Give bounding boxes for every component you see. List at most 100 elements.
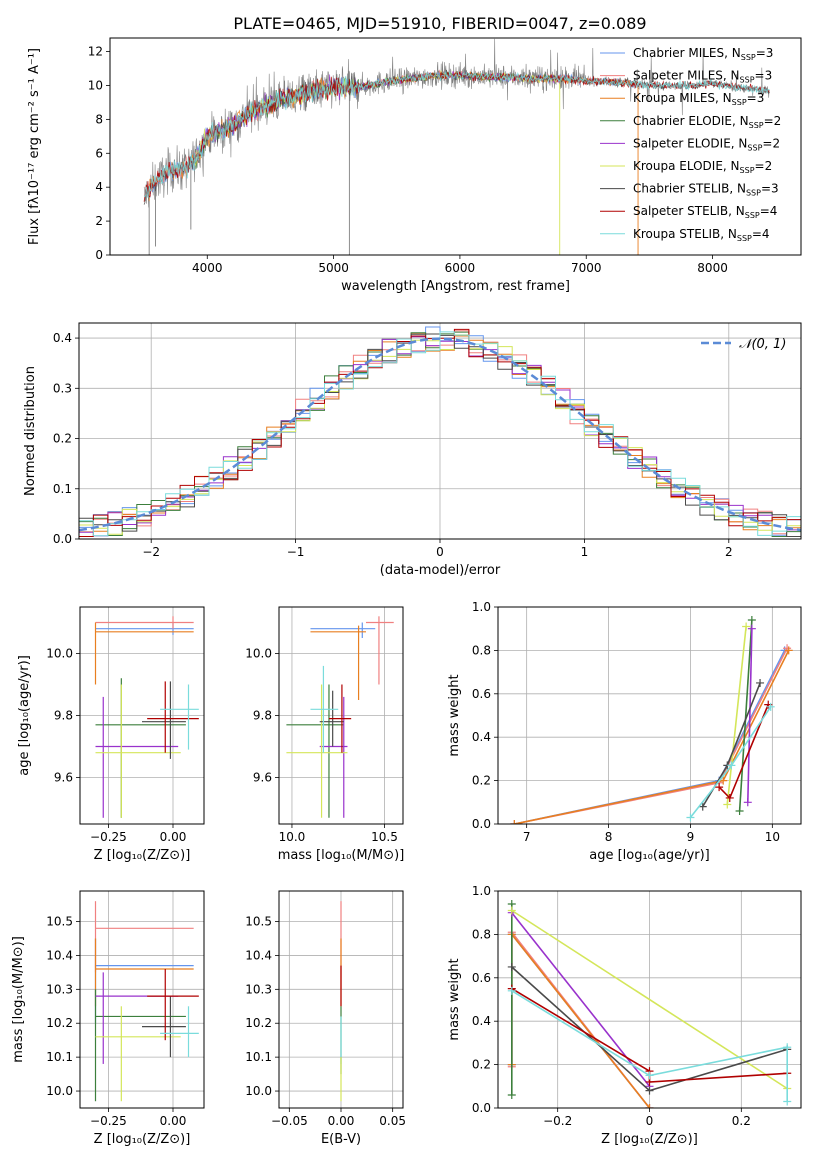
legend-entry-chabrier-stelib: Chabrier STELIB, NSSP=3 [633,182,779,198]
y-tick-label: 10.1 [46,1050,73,1064]
point-salpeter-elodie [747,624,756,633]
y-tick-label: 9.8 [54,709,73,723]
legend-subscript: SSP [737,234,752,243]
x-axis-label: Z [log₁₀(Z/Z⊙)] [94,848,191,863]
point-chabrier-stelib [507,962,516,971]
x-tick-label: 9 [687,830,695,844]
point-kroupa-stelib [783,1043,792,1052]
legend-suffix: =2 [764,114,782,128]
y-tick-label: 9.6 [54,771,73,785]
y-tick-label: 0.6 [472,687,491,701]
legend-suffix: =3 [747,91,765,105]
y-tick-label: 10.4 [245,948,272,962]
point-kroupa-miles [719,776,728,785]
y-tick-label: 0.8 [472,643,491,657]
legend-label: Chabrier ELODIE, N [633,114,749,128]
point-kroupa-miles [784,646,793,655]
legend-label: Salpeter ELODIE, N [633,136,747,150]
point-kroupa-stelib [686,813,695,822]
point-chabrier-stelib [698,802,707,811]
y-tick-label: 10.2 [46,1016,73,1030]
legend-suffix: =3 [756,46,774,60]
mass-age-panel: 10.0 10.5 9.6 9.8 10.0 mass [log₁₀(M/M⊙)] [245,606,404,863]
y-tick-label: 4 [95,180,103,194]
y-tick-label: 0.0 [472,817,491,831]
point-chabrier-stelib [645,1086,654,1095]
legend-suffix: =2 [762,136,780,150]
legend-label: Kroupa STELIB, N [633,227,737,241]
y-tick-label: 0.2 [472,774,491,788]
x-axis-label: wavelength [Angstrom, rest frame] [341,279,570,294]
x-axis-label: E(B-V) [321,1132,361,1147]
y-tick-label: 9.8 [253,709,272,723]
y-tick-label: 0.4 [472,730,491,744]
point-kroupa-stelib [507,986,516,995]
legend-suffix: =3 [755,69,773,83]
legend-suffix: =2 [755,159,773,173]
legend-entry-kroupa-stelib: Kroupa STELIB, NSSP=4 [633,227,770,243]
legend-entry-chabrier-elodie: Chabrier ELODIE, NSSP=2 [633,114,781,130]
x-tick-label: 10.0 [279,830,306,844]
legend-label: Kroupa MILES, N [633,91,732,105]
x-tick-label: −1 [287,545,305,559]
y-tick-label: 10 [88,78,103,92]
y-tick-label: 0.2 [53,432,72,446]
point-kroupa-miles [510,820,519,824]
y-tick-label: 10.3 [46,982,73,996]
x-tick-label: 0 [436,545,444,559]
point-salpeter-stelib [725,793,734,802]
y-tick-label: 10.4 [46,948,73,962]
point-chabrier-stelib [756,678,765,687]
x-tick-label: 7 [523,830,531,844]
legend-label: Chabrier STELIB, N [633,182,746,196]
y-tick-label: 10.0 [46,1084,73,1098]
series-chabrier-elodie [738,619,753,812]
legend-suffix: =4 [752,227,770,241]
data-layer [286,616,394,818]
grid [80,891,204,1108]
legend-entry-salpeter-miles: Salpeter MILES, NSSP=3 [633,69,772,85]
y-tick-label: 0.4 [53,331,72,345]
y-tick-label: 8 [95,112,103,126]
y-axis-label: age [log₁₀(age/yr)] [17,655,32,776]
legend-subscript: SSP [749,121,764,130]
legend-suffix: =4 [760,204,778,218]
x-tick-label: 0.00 [160,830,187,844]
spectrum-panel: 4000 5000 6000 7000 8000 0 2 4 6 8 10 12 wavelength … [27,37,802,294]
chart-title: PLATE=0465, MJD=51910, FIBERID=0047, z=0… [233,14,646,33]
data-layer [507,900,792,1108]
legend-label: Salpeter STELIB, N [633,204,745,218]
legend-label: Chabrier MILES, N [633,46,741,60]
legend-subscript: SSP [745,211,760,220]
legend-subscript: SSP [732,98,747,107]
point-kroupa-elodie [723,800,732,809]
data-layer [143,38,770,255]
x-tick-label: 6000 [445,261,476,275]
y-axis-label: mass weight [447,674,462,756]
x-tick-label: 0.00 [160,1114,187,1128]
grid [80,607,204,824]
legend-subscript: SSP [746,189,761,198]
legend-label: Salpeter MILES, N [633,69,740,83]
x-tick-label: 4000 [192,261,223,275]
y-tick-label: 6 [95,146,103,160]
x-tick-label: 0.2 [732,1114,751,1128]
y-tick-label: 0.4 [472,1014,491,1028]
ebv-mass-panel: −0.05 0.00 0.05 10.0 10.1 10.2 10.3 10.4 10.5 E(B… [245,890,406,1147]
legend-subscript: SSP [740,166,755,175]
y-tick-label: 0 [95,248,103,262]
point-chabrier-elodie [507,1090,516,1099]
x-tick-label: 5000 [318,261,349,275]
point-kroupa-stelib [766,702,775,711]
legend-entry-chabrier-miles: Chabrier MILES, NSSP=3 [633,46,773,62]
data-layer [510,616,793,824]
y-tick-label: 0.6 [472,971,491,985]
point-chabrier-elodie [735,806,744,815]
point-kroupa-elodie [507,906,516,915]
legend-entry-kroupa-elodie: Kroupa ELODIE, NSSP=2 [633,159,772,175]
y-tick-label: 0.1 [53,482,72,496]
x-tick-label: 8000 [697,261,728,275]
point-kroupa-stelib [727,761,736,770]
y-tick-label: 10.0 [46,647,73,661]
